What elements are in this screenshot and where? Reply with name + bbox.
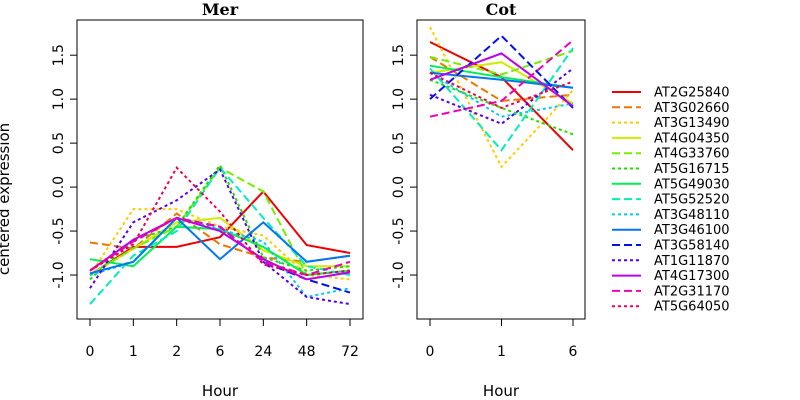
x-tick-label: 72 (341, 344, 359, 360)
series-line-at1g11870 (89, 167, 351, 306)
y-tick-label: -0.5 (391, 217, 407, 244)
x-tick-label: 24 (254, 344, 272, 360)
x-tick-label: 48 (298, 344, 316, 360)
legend-label: AT4G04350 (654, 131, 730, 146)
y-tick-label: 0.0 (391, 176, 407, 198)
series-line-at5g64050 (89, 166, 351, 277)
x-tick-label: 1 (497, 344, 506, 360)
panel-cot: Cot -1.0 -0.5 0.0 0.5 1.0 1.5 0 1 6 Hour (391, 0, 586, 400)
y-tick-label: -1.0 (391, 261, 407, 288)
x-tick-label: 2 (172, 344, 181, 360)
y-axis-title: centered expression (0, 123, 13, 275)
legend-label: AT5G16715 (654, 162, 730, 177)
x-axis-title-mer: Hour (202, 382, 239, 400)
legend-label: AT5G64050 (654, 300, 730, 315)
x-axis-cot: 0 1 6 (426, 319, 578, 360)
series-line-at3g13490 (89, 208, 351, 281)
y-tick-label: -0.5 (51, 217, 67, 244)
series-line-at1g11870 (429, 67, 574, 125)
legend-label: AT3G48110 (654, 208, 730, 223)
series-line-at5g64050 (429, 71, 574, 109)
series-line-at4g17300 (429, 52, 574, 108)
y-tick-label: 0.5 (51, 132, 67, 154)
y-axis-cot: -1.0 -0.5 0.0 0.5 1.0 1.5 (391, 44, 417, 289)
series-line-at3g46100 (429, 71, 574, 89)
series-lines-mer (89, 163, 351, 306)
legend-label: AT2G25840 (654, 86, 730, 101)
y-tick-label: 1.0 (391, 88, 407, 110)
legend-label: AT4G33760 (654, 147, 730, 162)
y-tick-label: 0.5 (391, 132, 407, 154)
legend-item: AT3G58140 (612, 239, 730, 254)
legend-label: AT5G52520 (654, 193, 730, 208)
series-line-at5g52520 (89, 166, 351, 305)
legend-item: AT5G52520 (612, 193, 730, 208)
series-lines-cot (429, 26, 574, 169)
panel-mer: Mer -1.0 -0.5 0.0 0.5 1.0 1.5 0 1 2 6 24 48 72 Hour (51, 0, 364, 400)
legend-label: AT3G58140 (654, 239, 730, 254)
panel-title-mer: Mer (202, 0, 239, 19)
legend-label: AT1G11870 (654, 254, 730, 269)
legend-item: AT3G13490 (612, 116, 730, 131)
legend-item: AT3G48110 (612, 208, 730, 223)
series-line-at4g17300 (89, 216, 351, 281)
y-tick-label: 1.5 (51, 44, 67, 66)
panel-title-cot: Cot (486, 0, 517, 19)
series-line-at5g16715 (89, 163, 351, 281)
x-tick-label: 0 (426, 344, 435, 360)
x-tick-label: 6 (569, 344, 578, 360)
series-line-at2g31170 (429, 39, 574, 118)
legend-item: AT3G46100 (612, 223, 730, 238)
legend-item: AT1G11870 (612, 254, 730, 269)
series-line-at3g48110 (429, 71, 574, 118)
x-tick-label: 6 (216, 344, 225, 360)
legend-item: AT4G04350 (612, 131, 730, 146)
y-tick-label: -1.0 (51, 261, 67, 288)
legend-item: AT2G31170 (612, 284, 730, 299)
x-axis-title-cot: Hour (483, 382, 520, 400)
series-line-at3g48110 (89, 216, 351, 299)
series-line-at5g52520 (429, 47, 574, 152)
legend-label: AT3G46100 (654, 223, 730, 238)
x-tick-label: 1 (129, 344, 138, 360)
y-tick-label: 1.0 (51, 88, 67, 110)
series-line-at5g16715 (429, 78, 574, 136)
series-line-at3g46100 (89, 216, 351, 275)
y-tick-label: 1.5 (391, 44, 407, 66)
legend-item: AT5G64050 (612, 300, 730, 315)
legend-label: AT3G02660 (654, 101, 730, 116)
legend-item: AT4G33760 (612, 147, 730, 162)
legend-item: AT5G16715 (612, 162, 730, 177)
x-axis-mer: 0 1 2 6 24 48 72 (86, 319, 359, 360)
series-line-at3g13490 (429, 26, 574, 169)
x-tick-label: 0 (86, 344, 95, 360)
legend-item: AT5G49030 (612, 177, 730, 192)
legend-label: AT4G17300 (654, 269, 730, 284)
legend-label: AT3G13490 (654, 116, 730, 131)
legend-label: AT2G31170 (654, 284, 730, 299)
y-tick-label: 0.0 (51, 176, 67, 198)
legend-item: AT2G25840 (612, 86, 730, 101)
legend-item: AT4G17300 (612, 269, 730, 284)
legend-item: AT3G02660 (612, 101, 730, 116)
series-line-at2g25840 (89, 189, 351, 276)
y-axis-mer: -1.0 -0.5 0.0 0.5 1.0 1.5 (51, 44, 77, 289)
legend-label: AT5G49030 (654, 177, 730, 192)
legend: AT2G25840AT3G02660AT3G13490AT4G04350AT4G… (612, 86, 730, 315)
series-line-at4g33760 (429, 49, 574, 76)
series-line-at3g58140 (429, 34, 574, 109)
